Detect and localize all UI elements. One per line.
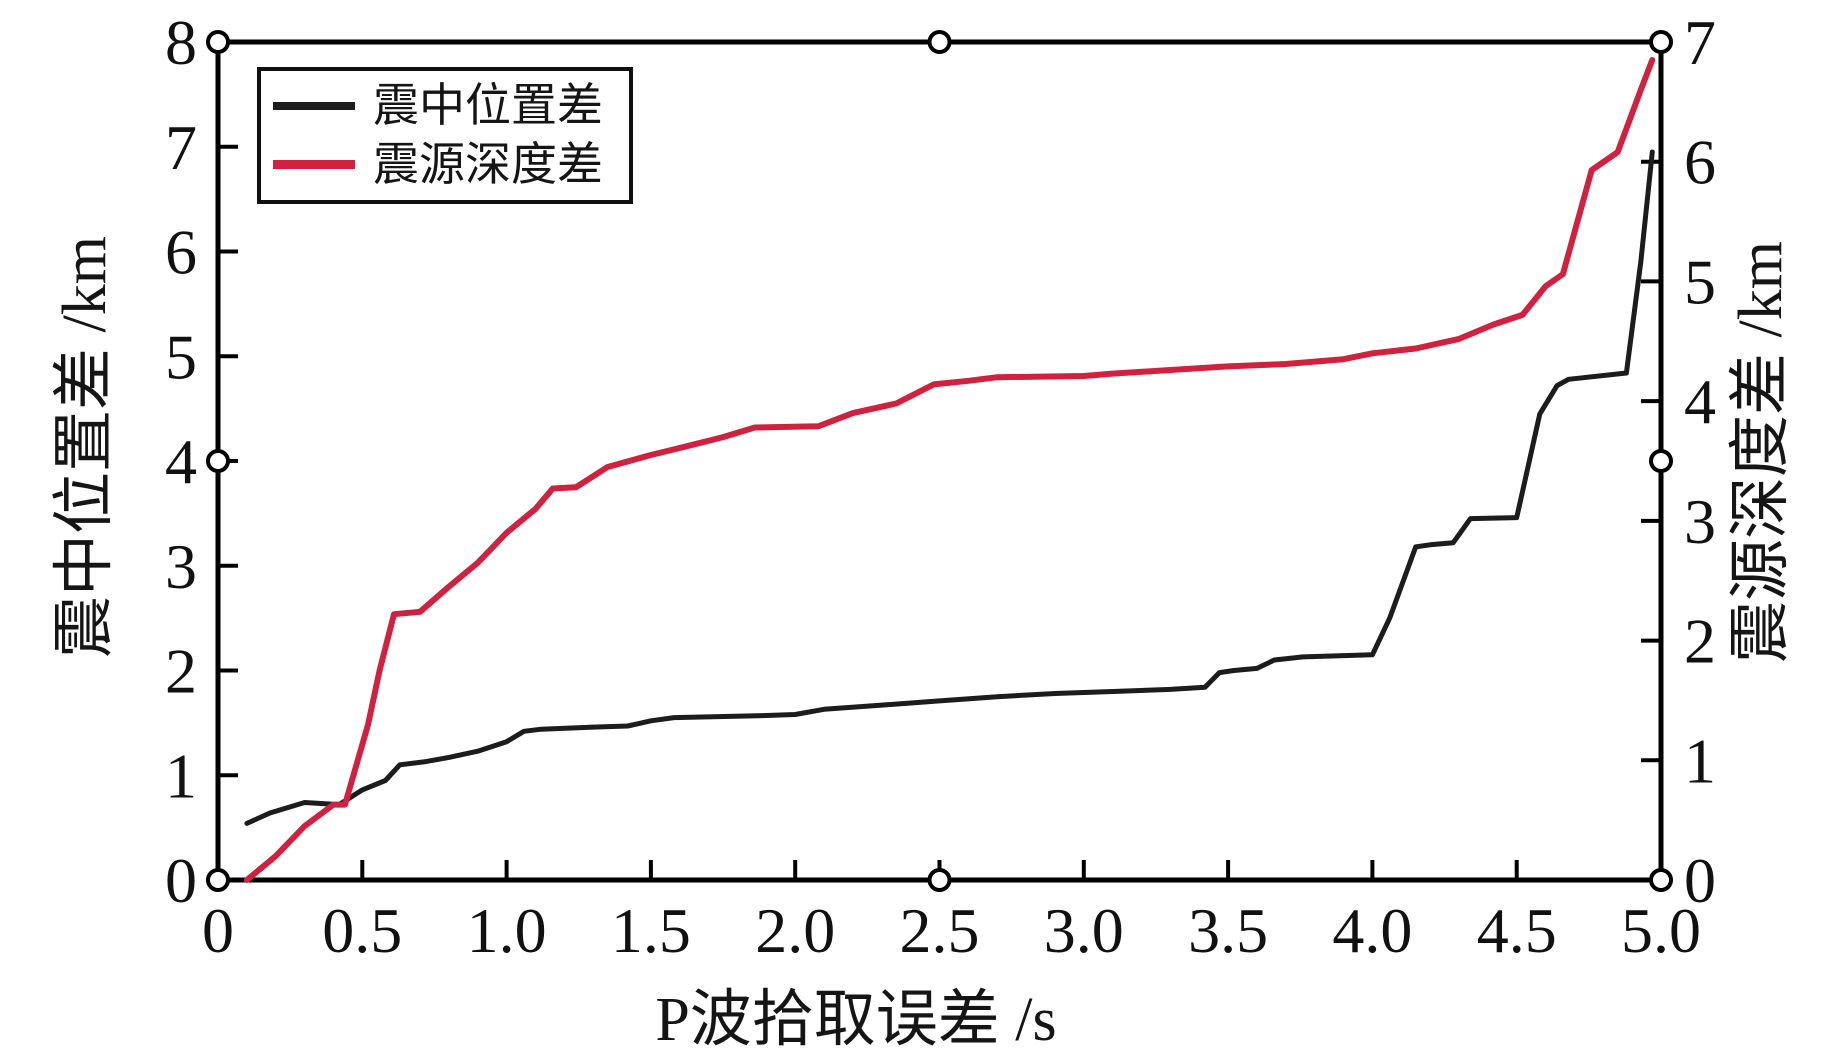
right-tick-label: 4	[1684, 366, 1716, 437]
frame-marker-top-center	[927, 30, 952, 54]
left-tick-label: 2	[165, 636, 197, 707]
right-tick-label: 2	[1684, 606, 1716, 677]
left-tick-label: 4	[165, 426, 197, 497]
frame-marker-bottom-left	[206, 868, 230, 892]
x-tick-label: 0.5	[322, 895, 402, 966]
x-tick-label: 4.5	[1477, 895, 1557, 966]
x-tick-label: 2.5	[900, 895, 980, 966]
x-tick-label: 3.5	[1188, 895, 1268, 966]
left-tick-label: 8	[165, 7, 197, 78]
right-tick-label: 0	[1684, 845, 1716, 916]
legend-label-depth: 震源深度差	[373, 138, 603, 190]
legend-entry-epicenter: 震中位置差	[273, 83, 629, 129]
frame-marker-right-middle	[1649, 449, 1673, 473]
right-tick-label: 7	[1684, 7, 1716, 78]
left-tick-label: 3	[165, 531, 197, 602]
frame-marker-left-middle	[206, 449, 230, 473]
legend-line-sample-black	[273, 102, 355, 111]
frame-marker-top-left	[206, 30, 230, 54]
legend-entry-depth: 震源深度差	[273, 138, 629, 190]
x-tick-label: 0	[202, 895, 234, 966]
x-tick-label: 5.0	[1621, 895, 1701, 966]
left-axis-title: 震中位置差 /km	[51, 236, 119, 658]
x-tick-label: 1.5	[611, 895, 691, 966]
right-tick-label: 3	[1684, 486, 1716, 557]
left-tick-label: 6	[165, 217, 197, 288]
frame-marker-bottom-right	[1649, 868, 1673, 892]
right-tick-label: 1	[1684, 725, 1716, 796]
left-tick-label: 5	[165, 321, 197, 392]
x-axis-title: P波拾取误差 /s	[655, 986, 1057, 1054]
left-tick-label: 7	[165, 112, 197, 183]
right-axis-title: 震源深度差 /km	[1727, 241, 1795, 663]
legend-label-epicenter: 震中位置差	[373, 80, 603, 132]
x-tick-label: 4.0	[1332, 895, 1412, 966]
frame-marker-top-right	[1649, 30, 1673, 54]
left-tick-label: 1	[165, 740, 197, 811]
left-tick-label: 0	[165, 845, 197, 916]
legend-line-sample-red	[273, 160, 355, 170]
legend: 震中位置差 震源深度差	[257, 67, 633, 204]
x-tick-label: 1.0	[467, 895, 547, 966]
x-tick-label: 2.0	[755, 895, 835, 966]
right-tick-label: 6	[1684, 127, 1716, 198]
x-tick-label: 3.0	[1044, 895, 1124, 966]
series-epicenter-line	[244, 149, 1655, 826]
frame-marker-bottom-center	[927, 868, 952, 892]
right-tick-label: 5	[1684, 246, 1716, 317]
series-depth-line	[243, 57, 1656, 883]
